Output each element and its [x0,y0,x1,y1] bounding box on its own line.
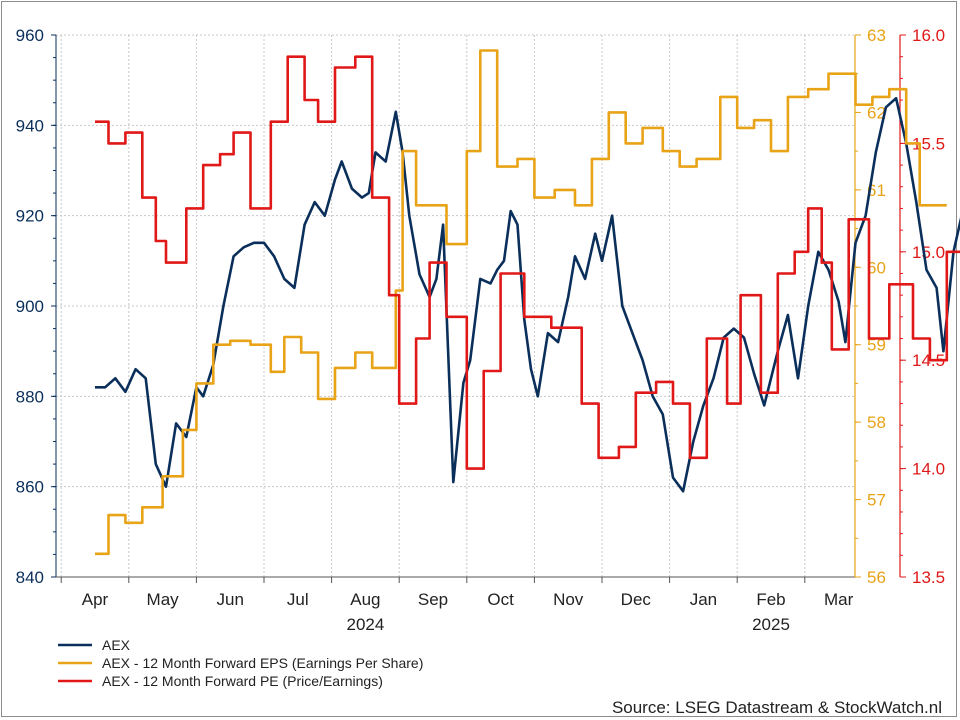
left-axis-tick-label: 880 [16,387,44,406]
series-line-1 [95,96,960,493]
right1-axis-tick-label: 56 [867,568,886,587]
legend-label-3: AEX - 12 Month Forward PE (Price/Earning… [102,673,383,689]
x-axis-month-label: Jun [216,590,243,609]
legend: AEX AEX - 12 Month Forward EPS (Earnings … [58,637,423,689]
right1-axis-tick-label: 60 [867,258,886,277]
right2-axis-tick-label: 16.0 [912,26,945,45]
right2-axis-tick-label: 14.5 [912,351,945,370]
x-axis-month-label: Aug [350,590,380,609]
x-axis-month-label: Apr [82,590,109,609]
right2-axis-tick-label: 13.5 [912,568,945,587]
right1-axis-tick-label: 58 [867,413,886,432]
left-axis-tick-label: 840 [16,568,44,587]
x-axis-month-label: Jan [690,590,717,609]
right1-axis-tick-label: 59 [867,336,886,355]
right1-axis-tick-label: 62 [867,103,886,122]
x-axis-month-label: May [147,590,180,609]
x-axis-month-label: Dec [621,590,652,609]
left-axis-tick-label: 940 [16,116,44,135]
series-line-2 [95,49,947,556]
x-axis-month-label: Feb [756,590,785,609]
x-axis-year-label: 2025 [752,615,790,634]
x-axis-month-label: Sep [418,590,448,609]
right1-axis-tick-label: 57 [867,491,886,510]
axes: 960940920900880860840636261605958575616.… [16,26,945,634]
right2-axis-tick-label: 14.0 [912,460,945,479]
left-axis-tick-label: 920 [16,207,44,226]
x-axis-year-label: 2024 [346,615,384,634]
legend-label-1: AEX [102,637,131,653]
source-label: Source: LSEG Datastream & StockWatch.nl [612,698,942,717]
x-axis-month-label: Nov [553,590,584,609]
x-axis-month-label: Jul [287,590,309,609]
series-line-3 [95,55,960,470]
left-axis-tick-label: 900 [16,297,44,316]
x-axis-month-label: Mar [824,590,854,609]
left-axis-tick-label: 860 [16,478,44,497]
right2-axis-tick-label: 15.0 [912,243,945,262]
legend-label-2: AEX - 12 Month Forward EPS (Earnings Per… [102,655,423,671]
left-axis-tick-label: 960 [16,26,44,45]
x-axis-month-label: Oct [487,590,514,609]
series-layer [95,49,960,556]
right1-axis-tick-label: 63 [867,26,886,45]
grid [56,34,855,578]
